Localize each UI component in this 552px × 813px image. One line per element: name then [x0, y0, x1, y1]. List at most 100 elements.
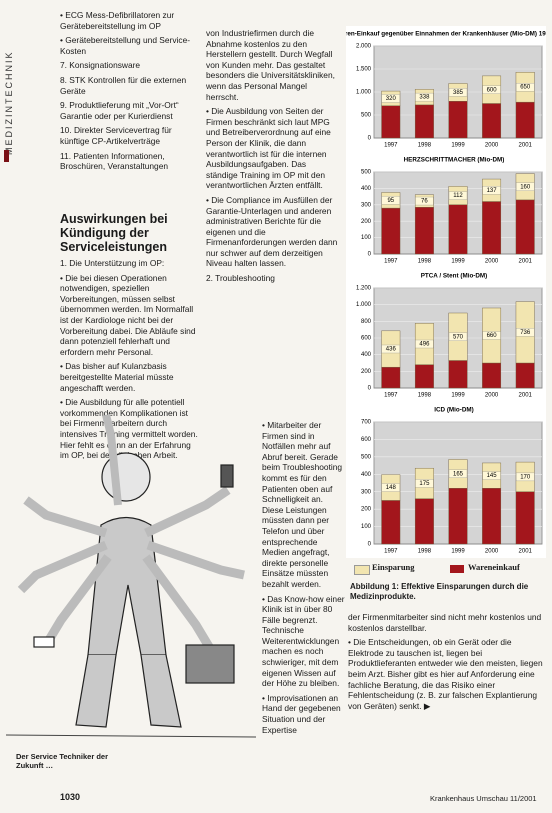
paragraph: 8. STK Kontrollen für die externen Gerät…	[60, 74, 187, 96]
label-box	[415, 339, 434, 349]
data-label: 145	[487, 473, 498, 479]
paragraph: 2. Troubleshooting	[206, 273, 275, 284]
label-box	[516, 182, 535, 191]
heading: Auswirkungen bei Kündigung der Servicele…	[60, 212, 168, 254]
paragraph: • Die Ausbildung von Seiten der Firmen b…	[206, 106, 331, 191]
paragraph: 7. Konsignationsware	[60, 60, 141, 71]
y-tick-label: 400	[361, 352, 372, 358]
label-box	[381, 483, 400, 492]
y-tick-label: 0	[368, 252, 372, 258]
paragraph: 9. Produktlieferung mit „Vor-Ort“ Garant…	[60, 100, 179, 121]
x-tick-label: 1998	[418, 143, 432, 149]
label-box	[415, 479, 434, 488]
y-tick-label: 1.000	[356, 302, 372, 308]
bar-segment	[381, 500, 401, 545]
bar-segment	[448, 204, 468, 255]
data-label: 436	[386, 347, 397, 353]
x-tick-label: 1997	[384, 143, 398, 149]
y-tick-label: 200	[361, 507, 372, 513]
bar-segment	[448, 360, 468, 389]
data-label: 148	[386, 485, 397, 491]
y-tick-label: 2.000	[356, 44, 372, 50]
chart-title: HERZSCHRITTMACHER (Mio-DM)	[404, 157, 505, 164]
y-tick-label: 200	[361, 219, 372, 225]
bar-segment	[381, 207, 401, 255]
x-tick-label: 2000	[485, 393, 499, 399]
x-tick-label: 1999	[451, 549, 465, 555]
y-tick-label: 500	[361, 170, 372, 176]
legend-swatch	[354, 565, 370, 575]
x-tick-label: 2001	[519, 259, 533, 265]
label-box	[381, 344, 400, 354]
data-label: 385	[453, 90, 464, 96]
x-tick-label: 2000	[485, 549, 499, 555]
paragraph: der Firmenmitarbeiter sind nicht mehr ko…	[348, 612, 542, 633]
data-label: 660	[487, 333, 498, 339]
label-box	[516, 83, 535, 92]
label-box	[415, 196, 434, 206]
bar-segment	[515, 101, 535, 139]
section-label: MEDIZINTECHNIK	[4, 51, 14, 156]
paragraph: • Gerätebereitstellung und Service-Koste…	[60, 35, 191, 56]
y-tick-label: 300	[361, 489, 372, 495]
data-label: 736	[520, 330, 531, 336]
label-box	[381, 196, 400, 205]
data-label: 112	[453, 193, 463, 199]
label-box	[482, 85, 501, 94]
label-box	[448, 332, 468, 341]
data-label: 160	[520, 184, 531, 190]
x-tick-label: 1999	[451, 143, 465, 149]
x-tick-label: 1999	[451, 393, 465, 399]
paragraph: • Mitarbeiter der Firmen sind in Notfäll…	[262, 420, 343, 589]
y-tick-label: 1.500	[356, 67, 372, 73]
bar-segment	[482, 201, 502, 255]
left-column-2: 1. Die Unterstützung im OP: • Die bei die…	[60, 258, 198, 465]
data-label: 570	[453, 334, 464, 340]
y-tick-label: 0	[368, 136, 372, 142]
data-label: 496	[419, 342, 430, 348]
paragraph: 1. Die Unterstützung im OP:	[60, 258, 165, 268]
figure-caption: Abbildung 1: Effektive Einsparungen durc…	[350, 582, 529, 601]
paragraph: • Die Entscheidungen, ob ein Gerät oder …	[348, 637, 543, 711]
label-box	[381, 94, 400, 103]
y-tick-label: 100	[361, 524, 372, 530]
x-tick-label: 1998	[418, 259, 432, 265]
legend-label: Einsparung	[372, 562, 415, 572]
label-box	[415, 92, 434, 102]
bar-segment	[381, 105, 401, 139]
paragraph: • Die bei diesen Operationen notwendigen…	[60, 272, 196, 357]
x-tick-label: 2000	[485, 143, 499, 149]
section-text: MEDIZINTECHNIK	[4, 51, 14, 156]
bar-segment	[414, 498, 434, 545]
data-label: 137	[487, 188, 498, 194]
bar-segment	[515, 199, 535, 255]
y-tick-label: 500	[361, 454, 372, 460]
x-tick-label: 1999	[451, 259, 465, 265]
data-label: 650	[520, 85, 531, 91]
y-tick-label: 300	[361, 202, 372, 208]
label-box	[448, 88, 468, 97]
section-marker	[4, 150, 9, 162]
chart: ICD (Mio-DM) 0 100 200 300 400 500 600 700 148 199…	[346, 402, 546, 558]
y-tick-label: 800	[361, 319, 372, 325]
y-tick-label: 700	[361, 420, 372, 426]
y-tick-label: 0	[368, 386, 372, 392]
paragraph: • Das Know-how einer Klinik ist in über …	[262, 593, 345, 689]
x-tick-label: 1998	[418, 393, 432, 399]
label-box	[448, 469, 468, 478]
bar-segment	[414, 364, 434, 389]
middle-column-2: • Mitarbeiter der Firmen sind in Notfäll…	[262, 420, 346, 739]
bar-segment	[515, 491, 535, 545]
label-box	[482, 331, 501, 340]
paragraph: • Die Compliance im Ausfüllen der Garant…	[206, 194, 338, 269]
bar-segment	[381, 366, 401, 389]
y-tick-label: 400	[361, 472, 372, 478]
label-box	[482, 186, 501, 195]
x-tick-label: 2001	[519, 549, 533, 555]
paragraph: • ECG Mess-Defibrillatoren zur Geräteber…	[60, 10, 175, 31]
chart: PTCA / Stent (Mio-DM) 0 200 400 600 800 1.000 1…	[346, 268, 546, 402]
x-tick-label: 2001	[519, 143, 533, 149]
chart: HERZSCHRITTMACHER (Mio-DM) 0 100 200 300 400 5…	[346, 152, 546, 268]
label-box	[516, 472, 535, 482]
